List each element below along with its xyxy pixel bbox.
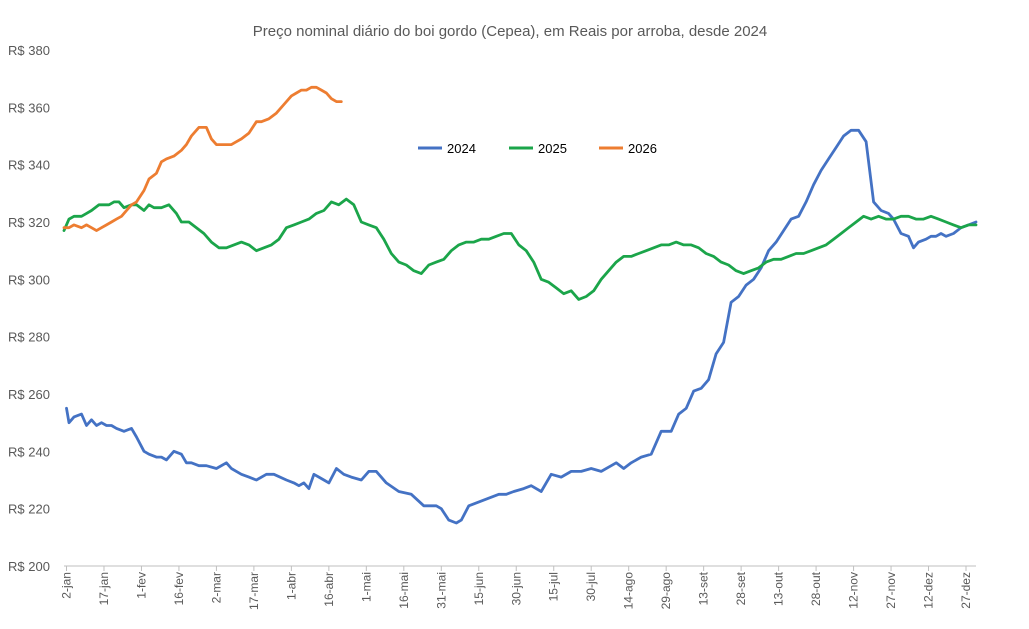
x-axis: 2-jan 17-jan 1-fev 16-fev 2-mar 17-mar 1-abr 16… bbox=[59, 565, 976, 610]
y-tick-label: R$ 380 bbox=[8, 43, 50, 58]
legend-label-2024: 2024 bbox=[447, 141, 476, 156]
x-tick-label: 12-nov bbox=[847, 572, 861, 609]
x-tick-label: 27-nov bbox=[884, 572, 898, 609]
x-tick-label: 30-jun bbox=[509, 572, 523, 605]
y-tick-label: R$ 260 bbox=[8, 387, 50, 402]
y-tick-label: R$ 220 bbox=[8, 502, 50, 517]
x-tick-label: 15-jul bbox=[547, 572, 561, 601]
y-tick-label: R$ 360 bbox=[8, 100, 50, 115]
series-line-2024 bbox=[65, 128, 978, 525]
x-tick-label: 2-mar bbox=[209, 572, 223, 603]
x-tick-label: 17-jan bbox=[97, 572, 111, 605]
x-tick-label: 12-dez bbox=[922, 572, 936, 609]
x-tick-label: 13-out bbox=[772, 571, 786, 606]
x-tick-label: 15-jun bbox=[472, 572, 486, 605]
x-tick-label: 30-jul bbox=[584, 572, 598, 601]
series-line-2025 bbox=[62, 197, 978, 301]
x-tick-label: 16-mai bbox=[397, 572, 411, 609]
x-tick-label: 29-ago bbox=[659, 572, 673, 610]
y-tick-label: R$ 320 bbox=[8, 215, 50, 230]
y-tick-label: R$ 280 bbox=[8, 330, 50, 345]
x-tick-label: 1-fev bbox=[134, 572, 148, 599]
x-tick-label: 2-jan bbox=[59, 572, 73, 599]
x-tick-label: 13-set bbox=[697, 571, 711, 605]
series-line-2026 bbox=[62, 85, 343, 233]
x-tick-label: 28-set bbox=[734, 571, 748, 605]
y-tick-label: R$ 240 bbox=[8, 444, 50, 459]
x-tick-label: 14-ago bbox=[622, 572, 636, 610]
legend-label-2025: 2025 bbox=[538, 141, 567, 156]
x-tick-label: 31-mai bbox=[434, 572, 448, 609]
series-layer bbox=[62, 85, 978, 525]
x-tick-label: 1-mai bbox=[359, 572, 373, 602]
x-tick-label: 16-abr bbox=[322, 572, 336, 607]
y-axis: R$ 200 R$ 220 R$ 240 R$ 260 R$ 280 R$ 300 R$ 3… bbox=[8, 43, 50, 574]
y-tick-label: R$ 200 bbox=[8, 559, 50, 574]
x-tick-label: 17-mar bbox=[247, 572, 261, 610]
y-tick-label: R$ 340 bbox=[8, 158, 50, 173]
x-tick-label: 1-abr bbox=[284, 572, 298, 600]
x-tick-label: 16-fev bbox=[172, 572, 186, 605]
legend-label-2026: 2026 bbox=[628, 141, 657, 156]
legend: 2024 2025 2026 bbox=[418, 141, 657, 156]
y-tick-label: R$ 300 bbox=[8, 272, 50, 287]
chart-title: Preço nominal diário do boi gordo (Cepea… bbox=[253, 23, 767, 40]
x-tick-label: 28-out bbox=[809, 571, 823, 606]
x-tick-label: 27-dez bbox=[959, 572, 973, 609]
